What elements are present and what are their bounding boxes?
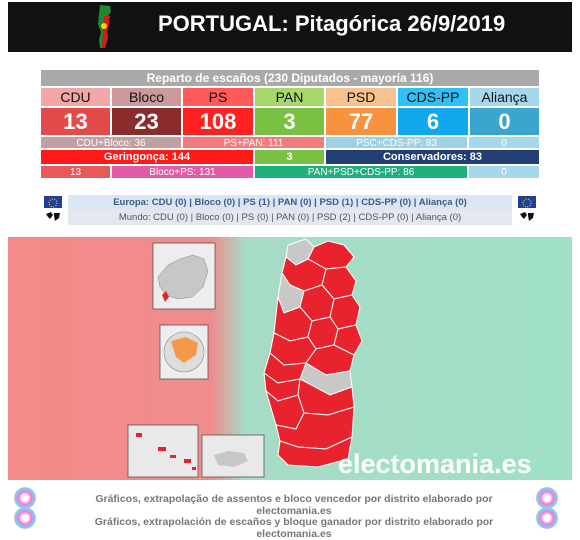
party-seats-ps: 108 <box>182 107 254 136</box>
europe-inset <box>152 242 216 310</box>
combo-alianca: 0 <box>468 136 540 149</box>
party-label-cdu: CDU <box>40 87 111 107</box>
portugal-flag-map-icon <box>98 5 111 48</box>
world-map-icon <box>46 212 60 221</box>
europa-seats: Europa: CDU (0) | Bloco (0) | PS (1) | P… <box>68 195 512 210</box>
eu-flag-icon-right <box>518 196 536 208</box>
party-label-bloco: Bloco <box>111 87 182 107</box>
electomania-logo-icon <box>14 487 36 509</box>
footer-line-es: Gráficos, extrapolación de escaños y blo… <box>94 516 494 540</box>
world-map-icon-right <box>520 212 534 221</box>
combo2-alianca: 0 <box>468 165 540 179</box>
party-seats-psd: 77 <box>325 107 397 136</box>
party-seats-pan: 3 <box>254 107 325 136</box>
electomania-logo-icon-right-2 <box>536 507 558 529</box>
watermark: electomania.es <box>338 449 532 479</box>
district-map: electomania.es <box>8 237 572 480</box>
pan-block-total: 3 <box>254 149 325 165</box>
conservadores-total: Conservadores: 83 <box>325 149 540 165</box>
table-caption: Reparto de escaños (230 Diputados - mayo… <box>40 69 540 87</box>
geringonca-total: Geringonça: 144 <box>40 149 254 165</box>
party-label-cds-pp: CDS-PP <box>397 87 469 107</box>
electomania-logo-icon-2 <box>14 507 36 529</box>
party-label-ps: PS <box>182 87 254 107</box>
party-seats-alian-a: 0 <box>469 107 540 136</box>
madeira-inset <box>201 434 265 478</box>
eu-flag-icon <box>44 196 62 208</box>
combo2-pan-psd: PAN+PSD+CDS-PP: 86 <box>254 165 468 179</box>
map-canvas: electomania.es <box>8 237 572 480</box>
party-seats-bloco: 23 <box>111 107 182 136</box>
footer-line-pt: Gráficos, extrapolação de assentos e blo… <box>95 493 493 517</box>
combo-ps-pan: PS+PAN: 111 <box>182 136 325 149</box>
party-label-pan: PAN <box>254 87 325 107</box>
header-bar: PORTUGAL: Pitagórica 26/9/2019 <box>8 2 572 52</box>
combo2-cdu: 13 <box>40 165 111 179</box>
combo2-bloco-ps: Bloco+PS: 131 <box>111 165 254 179</box>
overseas-seats-box: Europa: CDU (0) | Bloco (0) | PS (1) | P… <box>40 193 540 228</box>
party-label-psd: PSD <box>325 87 397 107</box>
mundo-seats: Mundo: CDU (0) | Bloco (0) | PS (0) | PA… <box>68 210 512 225</box>
mainland-portugal <box>263 238 363 468</box>
azores-inset <box>127 424 199 478</box>
party-label-alian-a: Aliança <box>469 87 540 107</box>
party-seats-cdu: 13 <box>40 107 111 136</box>
electomania-logo-icon-right <box>536 487 558 509</box>
party-seats-cds-pp: 6 <box>397 107 469 136</box>
combo-psd-cds: PSC+CDS-PP: 83 <box>325 136 468 149</box>
page-title: PORTUGAL: Pitagórica 26/9/2019 <box>158 11 506 36</box>
footer: Gráficos, extrapolação de assentos e blo… <box>8 483 572 540</box>
world-inset <box>159 324 209 380</box>
combo-cdu-bloco: CDU+Bloco: 36 <box>40 136 182 149</box>
